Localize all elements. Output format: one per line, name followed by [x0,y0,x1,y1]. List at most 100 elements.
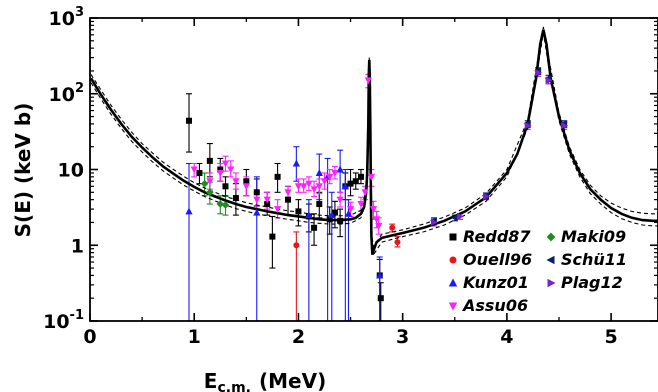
point-kunz01 [344,209,353,217]
point-assu06 [373,216,381,224]
legend-label-kunz01: Kunz01 [463,273,529,292]
point-maki09 [216,200,224,208]
point-ouell96 [394,239,401,246]
point-kunz01 [376,271,384,279]
point-assu06 [310,186,318,194]
legend-label-schü11: Schü11 [561,250,627,269]
legend: Redd87 Ouell96 Kunz01 Assu06 Maki09 Schü11 Pla… [448,227,627,315]
point-assu06 [315,183,323,191]
legend-marker-assu06 [448,302,458,311]
point-plag12 [430,218,438,226]
point-redd87 [326,216,333,223]
point-kunz01 [336,165,344,173]
point-assu06 [347,206,355,213]
point-redd87 [196,169,203,176]
point-redd87 [222,183,229,190]
curve-lower-band [90,32,658,257]
point-assu06 [369,206,378,213]
point-maki09 [221,201,230,209]
legend-marker-maki09 [546,232,556,242]
point-kunz01 [341,182,349,190]
point-assu06 [300,183,308,191]
legend-marker-schü11 [546,255,555,265]
legend-label-plag12: Plag12 [561,273,623,292]
point-redd87 [264,201,271,208]
point-assu06 [361,189,369,197]
point-plag12 [524,122,532,130]
point-assu06 [375,222,383,230]
point-maki09 [200,179,209,188]
x-axis-title-main: E [204,369,218,392]
x-axis-title-unit: (MeV) [259,369,326,392]
curve-upper-band [90,26,658,249]
point-assu06 [253,196,261,204]
point-redd87 [274,173,281,180]
x-axis-title: Ec.m. (MeV) [204,369,326,392]
legend-marker-ouell96 [449,256,457,264]
x-tick-label: 1 [188,326,201,348]
x-axis-title-subscript: c.m. [217,380,251,392]
point-redd87 [232,195,239,202]
point-kunz01 [328,211,336,219]
x-tick-label: 2 [292,326,305,348]
point-assu06 [274,206,282,213]
y-axis-ticks: 10-1 1 10 102 103 [43,5,658,333]
point-redd87 [243,178,250,185]
point-redd87 [352,178,359,185]
point-plag12 [545,76,553,84]
point-redd87 [316,201,323,208]
point-assu06 [357,201,365,208]
point-schü11 [450,214,458,222]
legend-marker-plag12 [547,278,556,288]
point-redd87 [337,217,344,224]
point-redd87 [186,117,193,124]
point-plag12 [457,212,464,220]
point-redd87 [331,209,338,216]
y-tick-label: 102 [49,81,85,106]
point-assu06 [367,173,375,181]
point-assu06 [227,166,235,174]
point-redd87 [377,295,384,302]
legend-marker-redd87 [449,233,457,241]
point-assu06 [336,196,344,204]
y-axis-title: S(E) (keV b) [11,103,35,238]
point-kunz01 [185,207,193,215]
point-assu06 [331,170,339,177]
legend-label-assu06: Assu06 [461,296,528,315]
point-assu06 [216,170,224,177]
point-assu06 [221,160,230,168]
legend-marker-kunz01 [448,278,458,287]
point-plag12 [561,122,569,130]
point-assu06 [242,183,250,191]
point-kunz01 [305,211,313,219]
point-redd87 [311,224,318,231]
point-assu06 [320,178,329,186]
point-assu06 [305,180,313,188]
y-tick-label: 10 [58,160,84,182]
x-tick-label: 0 [83,326,96,348]
point-redd87 [206,157,213,164]
point-assu06 [326,173,334,181]
point-kunz01 [253,208,261,216]
data-points [185,67,569,302]
point-ouell96 [293,242,300,249]
point-maki09 [206,188,214,197]
point-assu06 [294,183,302,191]
legend-label-ouell96: Ouell96 [463,250,532,269]
point-redd87 [295,208,302,215]
point-kunz01 [315,169,323,176]
point-assu06 [364,77,372,85]
point-kunz01 [292,159,300,167]
legend-label-redd87: Redd87 [463,227,531,246]
point-redd87 [269,233,276,240]
point-plag12 [483,192,490,201]
point-redd87 [357,173,364,180]
point-redd87 [347,180,354,187]
point-assu06 [284,189,292,197]
point-redd87 [217,166,224,173]
x-tick-label: 4 [500,326,513,348]
x-axis-ticks: 0 1 2 3 4 5 [83,18,618,348]
x-tick-label: 5 [604,326,617,348]
curve-best-fit [90,29,658,256]
